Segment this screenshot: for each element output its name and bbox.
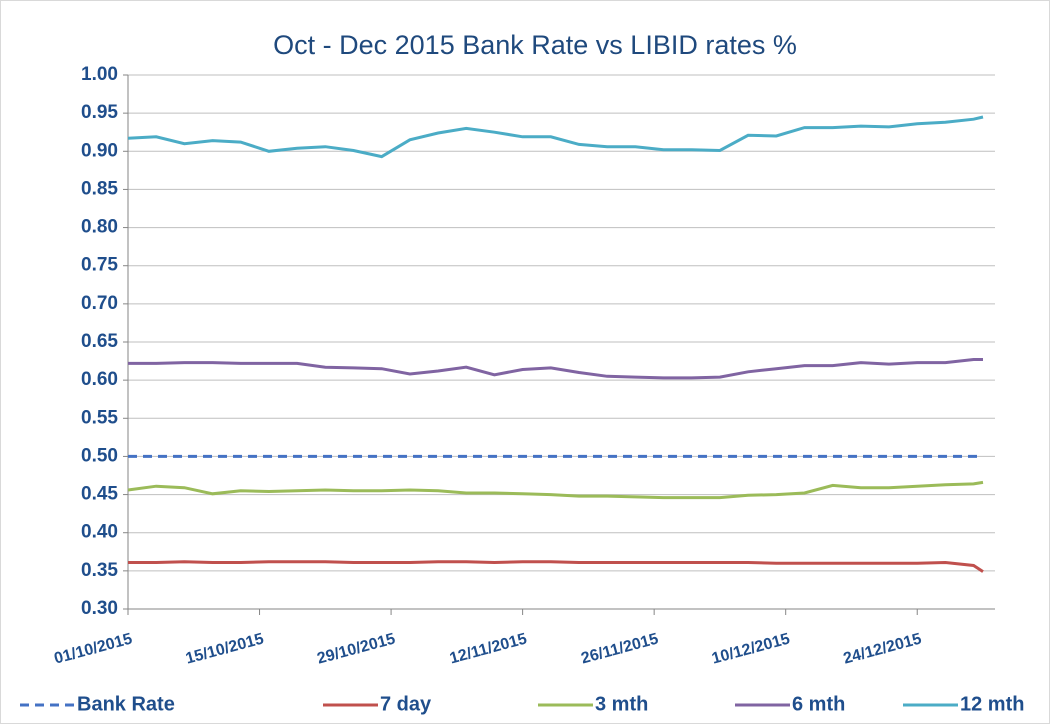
series-line <box>127 480 984 500</box>
legend-label: 12 mth <box>960 693 1024 715</box>
y-tick-label: 0.85 <box>81 178 118 199</box>
y-tick-label: 0.70 <box>81 293 118 314</box>
y-tick-label: 1.00 <box>81 64 118 85</box>
series-line <box>127 115 984 159</box>
series-line <box>128 560 984 573</box>
y-tick-label: 0.90 <box>81 140 118 161</box>
y-tick-label: 0.45 <box>81 484 118 505</box>
legend-label: 7 day <box>380 693 432 715</box>
chart-title: Oct - Dec 2015 Bank Rate vs LIBID rates … <box>273 30 797 60</box>
y-tick-label: 0.95 <box>81 102 118 123</box>
y-tick-label: 0.80 <box>81 217 118 238</box>
y-tick-label: 0.35 <box>81 560 118 581</box>
legend-label: 3 mth <box>595 693 648 715</box>
y-tick-label: 0.55 <box>81 407 118 428</box>
legend-label: Bank Rate <box>77 693 175 715</box>
legend-label: 6 mth <box>792 693 845 715</box>
y-tick-label: 0.60 <box>81 369 118 390</box>
y-tick-label: 0.65 <box>81 331 118 352</box>
y-tick-label: 0.40 <box>81 522 118 543</box>
series-line <box>128 358 983 380</box>
y-tick-label: 0.50 <box>81 445 118 466</box>
y-tick-label: 0.30 <box>81 598 118 619</box>
y-tick-label: 0.75 <box>81 255 118 276</box>
